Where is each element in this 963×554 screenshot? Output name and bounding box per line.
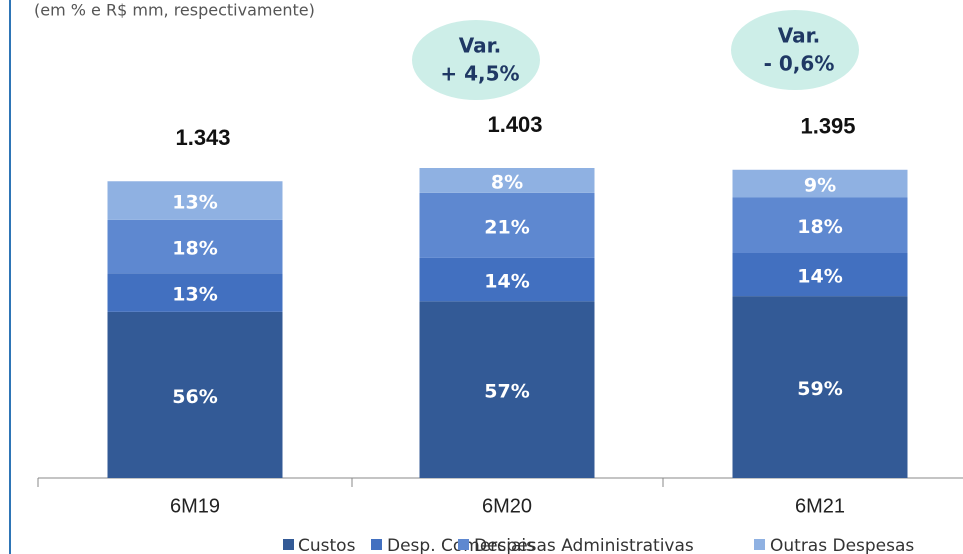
segment-label: 14% [797, 265, 843, 287]
bar-segment [419, 301, 595, 478]
annotation-bubble [412, 20, 540, 100]
segment-value: 9 [804, 174, 817, 196]
legend-swatch [283, 539, 294, 550]
segment-unit: % [199, 283, 218, 305]
total-label: 1.403 [487, 112, 542, 137]
bar-segment [107, 273, 283, 312]
annotation-text: Var. [459, 34, 502, 58]
annotation-bubble [731, 10, 859, 90]
segment-label: 14% [484, 270, 530, 292]
segment-value: 56 [172, 385, 198, 407]
chart-subtitle: (em % e R$ mm, respectivamente) [34, 1, 315, 20]
segment-unit: % [511, 270, 530, 292]
segment-unit: % [824, 378, 843, 400]
segment-value: 8 [491, 171, 504, 193]
segment-value: 13 [172, 283, 198, 305]
legend-swatch [458, 539, 469, 550]
x-tick-label: 6M21 [795, 495, 845, 517]
bar-segment [419, 192, 595, 258]
annotation-text: Var. [778, 24, 821, 48]
segment-label: 8% [491, 171, 523, 193]
x-tick-label: 6M20 [482, 495, 532, 517]
annotation-text: - 0,6% [764, 52, 835, 76]
segment-unit: % [511, 380, 530, 402]
segment-unit: % [199, 237, 218, 259]
segment-value: 14 [797, 265, 823, 287]
bar-segment [732, 169, 908, 198]
segment-unit: % [199, 191, 218, 213]
segment-value: 57 [484, 380, 510, 402]
legend-label: Despesas Administrativas [474, 536, 694, 554]
segment-value: 13 [172, 191, 198, 213]
segment-value: 59 [797, 378, 823, 400]
bar-segment [419, 168, 595, 193]
bar-segment [732, 252, 908, 297]
segment-label: 13% [172, 283, 218, 305]
segment-unit: % [504, 171, 523, 193]
bar-segment [732, 296, 908, 478]
legend-label: Outras Despesas [770, 536, 914, 554]
bar-segment [107, 311, 283, 478]
total-label: 1.343 [175, 125, 230, 150]
annotation-text: + 4,5% [440, 62, 519, 86]
bar-segment [419, 257, 595, 302]
total-label: 1.395 [800, 114, 855, 139]
segment-label: 21% [484, 216, 530, 238]
segment-unit: % [824, 216, 843, 238]
segment-label: 57% [484, 380, 530, 402]
bar-segment [107, 181, 283, 220]
legend-label: Custos [298, 536, 356, 554]
segment-label: 18% [797, 216, 843, 238]
segment-label: 13% [172, 191, 218, 213]
bar-segment [107, 219, 283, 274]
segment-label: 9% [804, 174, 836, 196]
bar-segment [732, 197, 908, 253]
segment-unit: % [511, 216, 530, 238]
segment-unit: % [199, 385, 218, 407]
segment-label: 56% [172, 385, 218, 407]
segment-unit: % [824, 265, 843, 287]
segment-value: 21 [484, 216, 510, 238]
legend-swatch [754, 539, 765, 550]
x-tick-label: 6M19 [170, 495, 220, 517]
segment-unit: % [817, 174, 836, 196]
segment-label: 18% [172, 237, 218, 259]
segment-label: 59% [797, 378, 843, 400]
legend-swatch [371, 539, 382, 550]
segment-value: 18 [797, 216, 823, 238]
segment-value: 18 [172, 237, 198, 259]
segment-value: 14 [484, 270, 510, 292]
